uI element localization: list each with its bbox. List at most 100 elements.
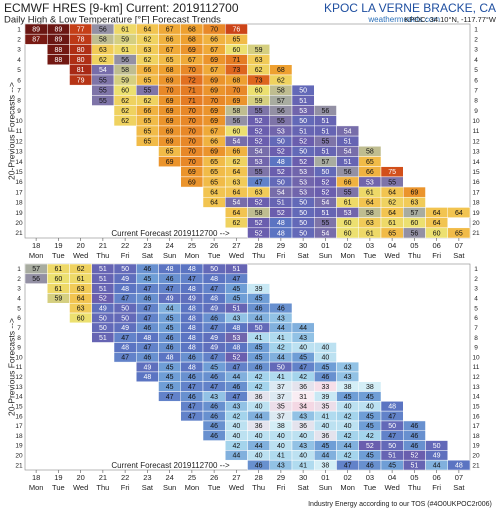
cell-label: 56 — [277, 108, 285, 115]
cell-label: 40 — [366, 404, 374, 411]
cell-label: 68 — [277, 67, 285, 74]
cell-label: 80 — [77, 57, 85, 64]
cell-label: 59 — [121, 77, 129, 84]
row-label-left: 10 — [15, 118, 23, 125]
cell-label: 61 — [344, 200, 352, 207]
cell-label: 47 — [388, 413, 396, 420]
cell-label: 50 — [121, 315, 129, 322]
station: KPOC LA VERNE BRACKE, CA — [324, 1, 496, 15]
cell-label: 52 — [366, 443, 374, 450]
cell-label: 53 — [299, 179, 307, 186]
cell — [447, 207, 471, 218]
cell-label: 48 — [166, 355, 174, 362]
cell-label: 52 — [277, 149, 285, 156]
cell-label: 45 — [321, 364, 329, 371]
cell-label: 52 — [255, 220, 263, 227]
row-label-left: 18 — [15, 200, 23, 207]
x-tick-label: 18 — [32, 473, 40, 482]
cell-label: 43 — [210, 394, 218, 401]
weekday-label: Sun — [319, 251, 332, 260]
cell-label: 46 — [166, 276, 174, 283]
cell-label: 46 — [143, 296, 151, 303]
row-label-right: 20 — [472, 220, 480, 227]
cell-label: 81 — [77, 67, 85, 74]
cell-label: 64 — [455, 210, 463, 217]
row-label-right: 3 — [474, 47, 478, 54]
cell-label: 47 — [188, 384, 196, 391]
cell-label: 50 — [277, 179, 285, 186]
cell-label: 65 — [210, 179, 218, 186]
cell-label: 69 — [210, 149, 218, 156]
cell-label: 69 — [166, 118, 174, 125]
cell-label: 69 — [188, 169, 196, 176]
cell-label: 46 — [166, 335, 174, 342]
cell-label: 40 — [321, 355, 329, 362]
cell-label: 53 — [299, 108, 307, 115]
x-tick-label: 30 — [299, 473, 307, 482]
cell-label: 60 — [410, 220, 418, 227]
cell-label: 69 — [166, 98, 174, 105]
x-tick-label: 21 — [99, 473, 107, 482]
cell-label: 44 — [166, 305, 174, 312]
cell-label: 46 — [188, 355, 196, 362]
cell-label: 51 — [99, 276, 107, 283]
weekday-label: Thu — [252, 483, 265, 492]
cell-label: 46 — [210, 374, 218, 381]
cell-label: 41 — [277, 335, 285, 342]
cell-label: 43 — [299, 335, 307, 342]
cell-label: 36 — [255, 423, 263, 430]
cell-label: 70 — [210, 98, 218, 105]
cell-label: 89 — [54, 37, 62, 44]
cell-label: 52 — [410, 453, 418, 460]
cell-label: 65 — [143, 118, 151, 125]
cell-label: 50 — [321, 169, 329, 176]
cell-label: 48 — [188, 335, 196, 342]
cell-label: 62 — [121, 98, 129, 105]
cell-label: 45 — [232, 296, 240, 303]
cell-label: 44 — [433, 462, 441, 469]
cell-label: 48 — [166, 266, 174, 273]
cell-label: 62 — [232, 159, 240, 166]
cell-label: 55 — [344, 189, 352, 196]
row-label-left: 15 — [15, 169, 23, 176]
cell-label: 69 — [166, 108, 174, 115]
row-label-left: 10 — [15, 354, 23, 361]
row-label-right: 19 — [472, 210, 480, 217]
weekday-label: Sat — [297, 483, 309, 492]
cell-label: 66 — [210, 139, 218, 146]
cell-label: 66 — [166, 37, 174, 44]
x-tick-label: 06 — [432, 241, 440, 250]
cell-label: 44 — [277, 355, 285, 362]
cell-label: 37 — [277, 384, 285, 391]
cell-label: 69 — [210, 118, 218, 125]
cell-label: 53 — [344, 210, 352, 217]
x-tick-label: 22 — [121, 473, 129, 482]
cell-label: 40 — [255, 433, 263, 440]
cell-label: 61 — [121, 26, 129, 33]
row-label-right: 10 — [472, 118, 480, 125]
weekday-label: Fri — [432, 251, 441, 260]
cell-label: 48 — [121, 286, 129, 293]
cell-label: 47 — [166, 286, 174, 293]
row-label-right: 6 — [474, 77, 478, 84]
cell-label: 69 — [188, 179, 196, 186]
cell-label: 49 — [121, 276, 129, 283]
cell-label: 56 — [32, 276, 40, 283]
row-label-right: 17 — [472, 423, 480, 430]
cell-label: 58 — [277, 88, 285, 95]
cell-label: 42 — [344, 453, 352, 460]
row-label-left: 7 — [17, 325, 21, 332]
cell-label: 50 — [299, 118, 307, 125]
row-label-right: 15 — [472, 403, 480, 410]
row-label-right: 20 — [472, 452, 480, 459]
row-label-right: 21 — [472, 230, 480, 237]
cell-label: 62 — [232, 220, 240, 227]
cell-label: 49 — [166, 296, 174, 303]
x-tick-label: 22 — [121, 241, 129, 250]
row-label-right: 9 — [474, 108, 478, 115]
row-label-right: 2 — [474, 37, 478, 44]
cell-label: 70 — [188, 67, 196, 74]
cell-label: 45 — [366, 423, 374, 430]
cell-label: 40 — [255, 453, 263, 460]
cell-label: 52 — [255, 128, 263, 135]
